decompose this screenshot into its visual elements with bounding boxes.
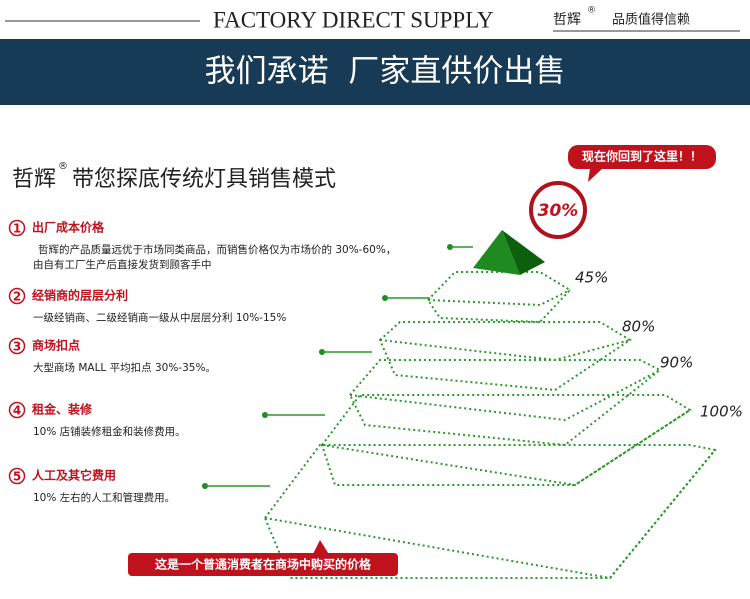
connectors xyxy=(202,244,473,489)
callout-tail xyxy=(588,168,603,182)
footer-tail xyxy=(312,540,330,556)
item-title: 经销商的层层分利 xyxy=(32,288,128,303)
apex xyxy=(473,230,520,275)
item-badge xyxy=(8,467,26,485)
layer xyxy=(378,321,632,392)
item-title: 租金、装修 xyxy=(32,402,93,417)
layer-edge xyxy=(321,409,691,487)
item-badge xyxy=(8,401,26,419)
item-description: 哲辉的产品质量远优于市场同类商品，而销售价格仅为市场价的 30%-60%， xyxy=(38,243,396,256)
callout: 现在你回到了这里！！ xyxy=(582,149,702,164)
item-number: 5 xyxy=(13,470,21,484)
brand: 哲辉 xyxy=(553,12,581,28)
level-label: 45% xyxy=(575,269,608,287)
layer-edge xyxy=(349,369,661,422)
item-title: 出厂成本价格 xyxy=(32,220,105,235)
level-label: 100% xyxy=(700,403,743,421)
item-description: 10% 店铺装修租金和装修费用。 xyxy=(33,425,186,438)
pyramid xyxy=(263,230,717,580)
layer xyxy=(426,271,572,324)
layer-edge xyxy=(264,449,716,580)
layer-edge xyxy=(427,289,571,307)
level-label: 30% xyxy=(538,201,579,221)
item-description: 由自有工厂生产后直接发货到顾客手中 xyxy=(33,258,212,271)
banner-text: 我们承诺 厂家直供价出售 xyxy=(205,54,566,90)
item-number: 4 xyxy=(13,404,21,418)
subtitle: 带您探底传统灯具销售模式 xyxy=(72,167,336,192)
banner xyxy=(0,39,750,105)
item-number: 1 xyxy=(13,222,21,236)
layer xyxy=(348,359,662,447)
registered: ® xyxy=(587,6,596,16)
subtitle-brand: 哲辉 xyxy=(12,167,56,192)
item-badge xyxy=(8,287,26,305)
callout-box xyxy=(568,145,716,169)
footer-box xyxy=(128,553,398,576)
item-title: 商场扣点 xyxy=(32,338,80,353)
slogan: 品质值得信赖 xyxy=(612,12,690,28)
header-title: FACTORY DIRECT SUPPLY xyxy=(213,7,494,32)
item-title: 人工及其它费用 xyxy=(32,468,116,483)
level-label: 90% xyxy=(660,354,693,372)
level-label: 80% xyxy=(622,318,655,336)
footer: 这是一个普通消费者在商场中购买的价格 xyxy=(155,557,372,572)
item-badge xyxy=(8,337,26,355)
registered: ® xyxy=(58,161,68,172)
price-circle xyxy=(529,181,587,239)
item-number: 3 xyxy=(13,340,21,354)
apex xyxy=(502,230,545,275)
item-number: 2 xyxy=(13,290,21,304)
layer xyxy=(320,394,692,486)
layer-edge xyxy=(379,339,631,362)
item-badge xyxy=(8,219,26,237)
item-description: 大型商场 MALL 平均扣点 30%-35%。 xyxy=(33,361,216,374)
item-description: 一级经销商、二级经销商一级从中层层分利 10%-15% xyxy=(33,311,286,324)
item-description: 10% 左右的人工和管理费用。 xyxy=(33,491,175,504)
